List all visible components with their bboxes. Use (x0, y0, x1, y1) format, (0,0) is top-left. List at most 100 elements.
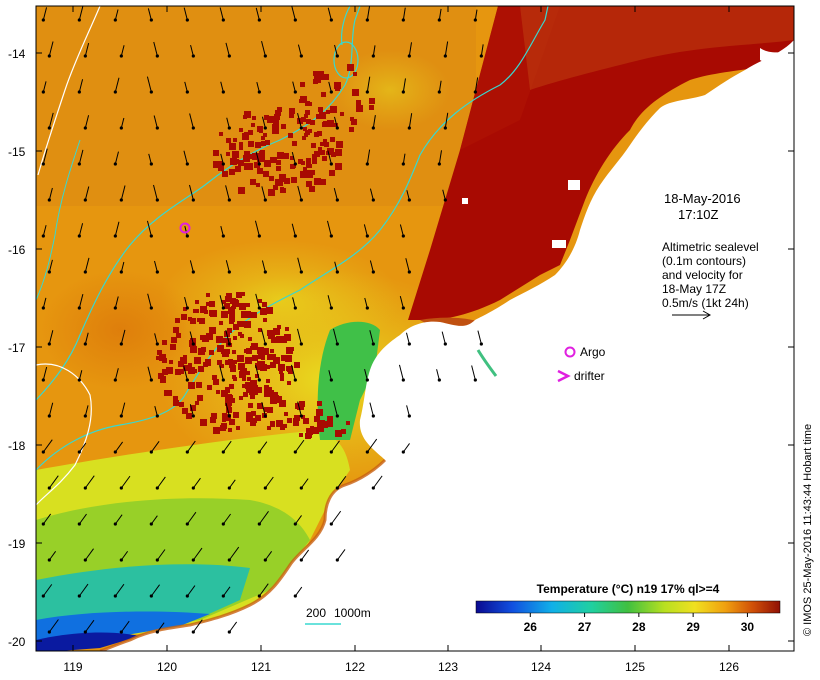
velocity-arrow (220, 81, 224, 93)
velocity-arrow-head (293, 594, 297, 598)
velocity-arrow-head (47, 126, 51, 130)
velocity-arrow (42, 7, 48, 21)
velocity-arrow-head (47, 414, 51, 418)
velocity-arrow-head (149, 234, 153, 238)
velocity-arrow-head (227, 270, 231, 274)
velocity-arrow (192, 477, 201, 489)
velocity-arrow-head (47, 558, 51, 562)
velocity-arrow-head (299, 54, 303, 58)
velocity-arrow-head (365, 90, 369, 94)
velocity-arrow (300, 478, 309, 489)
velocity-arrow (189, 404, 194, 417)
velocity-arrow-head (407, 414, 411, 418)
velocity-arrow (297, 401, 302, 417)
velocity-arrow (42, 81, 47, 93)
velocity-arrow (114, 296, 119, 309)
velocity-arrow (48, 259, 53, 273)
velocity-arrow-head (473, 18, 477, 22)
velocity-arrow-head (407, 126, 411, 130)
velocity-arrow-head (41, 90, 45, 94)
velocity-arrow-head (299, 126, 303, 130)
velocity-arrow (147, 293, 152, 309)
velocity-arrow (471, 365, 476, 381)
velocity-arrow-head (407, 54, 411, 58)
velocity-arrow (120, 185, 126, 201)
velocity-arrow (189, 260, 194, 273)
velocity-arrow (225, 330, 230, 345)
velocity-arrow-head (83, 126, 87, 130)
velocity-arrow (255, 7, 260, 21)
velocity-arrow-head (293, 162, 297, 166)
velocity-arrow-head (335, 270, 339, 274)
velocity-arrow-head (185, 18, 189, 22)
velocity-arrow-head (83, 486, 87, 490)
velocity-arrow (364, 297, 368, 309)
velocity-arrow (154, 405, 158, 417)
velocity-arrow-head (257, 90, 261, 94)
velocity-arrow (42, 513, 52, 525)
velocity-arrow (156, 549, 166, 561)
velocity-arrow (405, 258, 410, 273)
velocity-arrow-head (221, 18, 225, 22)
velocity-arrow-head (227, 486, 231, 490)
velocity-arrow-head (47, 630, 51, 634)
velocity-arrow-head (299, 414, 303, 418)
velocity-arrow-head (113, 522, 117, 526)
velocity-arrow (192, 619, 203, 633)
velocity-arrow (84, 548, 94, 561)
velocity-arrow (220, 226, 224, 237)
velocity-arrow-head (77, 306, 81, 310)
velocity-arrow-head (329, 162, 333, 166)
velocity-arrow (334, 44, 338, 57)
velocity-arrow (120, 551, 129, 561)
velocity-arrow-head (371, 270, 375, 274)
velocity-arrow-head (221, 234, 225, 238)
velocity-arrow-head (77, 90, 81, 94)
velocity-arrow (480, 44, 484, 57)
velocity-arrow-head (443, 342, 447, 346)
velocity-arrow-head (113, 18, 117, 22)
velocity-arrow-head (185, 522, 189, 526)
velocity-arrow (444, 41, 449, 57)
velocity-arrow (438, 8, 442, 21)
velocity-arrow-head (335, 54, 339, 58)
velocity-arrow (372, 115, 376, 129)
velocity-arrow-head (371, 54, 375, 58)
velocity-arrow-head (149, 378, 153, 382)
velocity-arrow (258, 441, 268, 453)
velocity-arrow-head (329, 90, 333, 94)
velocity-arrow-head (83, 270, 87, 274)
velocity-arrow-head (371, 486, 375, 490)
velocity-arrow (120, 117, 125, 129)
velocity-arrow-head (443, 198, 447, 202)
velocity-arrow-head (371, 198, 375, 202)
velocity-arrow (436, 369, 440, 381)
velocity-arrow (48, 475, 59, 489)
velocity-arrow (78, 79, 84, 93)
velocity-arrow-head (47, 486, 51, 490)
velocity-arrow-head (227, 54, 231, 58)
velocity-arrow (153, 184, 158, 201)
velocity-arrow (330, 510, 342, 525)
colorbar-tick-label: 26 (524, 620, 538, 634)
velocity-arrow-head (227, 558, 231, 562)
velocity-arrow (120, 620, 130, 633)
velocity-arrow (225, 260, 230, 273)
velocity-arrow-head (41, 522, 45, 526)
plot-frame (35, 5, 795, 652)
lon-label-122: 122 (345, 660, 365, 674)
velocity-arrows (41, 6, 484, 634)
velocity-arrow (78, 6, 84, 21)
velocity-arrow (183, 365, 188, 381)
velocity-arrow (261, 329, 266, 345)
velocity-arrow-head (257, 378, 261, 382)
velocity-arrow (48, 41, 54, 57)
velocity-arrow (297, 328, 302, 345)
velocity-arrow (220, 153, 224, 165)
velocity-arrow (405, 332, 410, 345)
velocity-arrow-head (113, 234, 117, 238)
velocity-arrow (186, 585, 196, 597)
velocity-arrow-head (119, 198, 123, 202)
sealevel-contours (36, 6, 549, 506)
lon-label-124: 124 (531, 660, 551, 674)
